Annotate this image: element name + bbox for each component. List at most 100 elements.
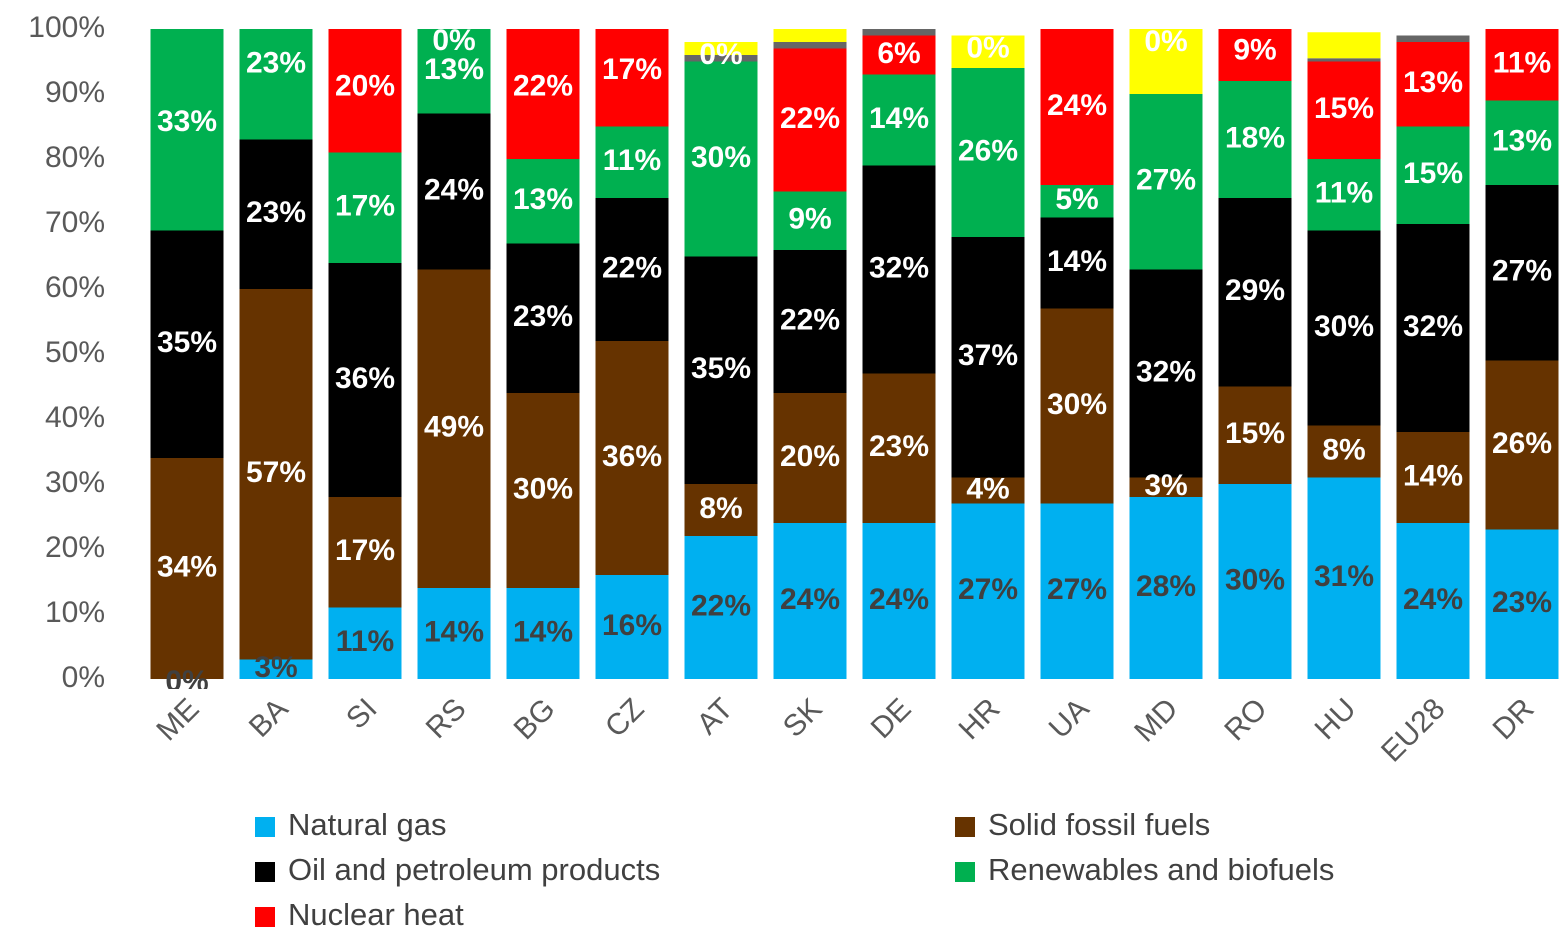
data-label: 20% — [335, 69, 395, 102]
bar-segment — [1307, 425, 1381, 478]
data-label: 22% — [513, 69, 573, 102]
x-tick-label: BA — [243, 692, 295, 744]
bar-segment — [328, 263, 402, 497]
bar-segment — [506, 393, 580, 588]
data-label: 27% — [1136, 164, 1196, 197]
bar-segment — [239, 659, 313, 679]
bar-segment — [1307, 230, 1381, 426]
data-label: 32% — [869, 251, 929, 284]
bar-segment — [417, 588, 491, 679]
bar-segment — [1396, 432, 1470, 523]
bar-segment — [239, 289, 313, 660]
data-label: 14% — [513, 615, 573, 648]
data-label: 6% — [877, 37, 920, 70]
data-label: 29% — [1225, 274, 1285, 307]
bar-segment — [596, 10, 669, 17]
data-label: 23% — [869, 430, 929, 463]
bar-segment — [862, 523, 936, 679]
bar-segment — [239, 29, 313, 140]
bar-segment — [328, 152, 402, 263]
data-label: 14% — [1047, 245, 1107, 278]
data-label: 14% — [869, 102, 929, 135]
bar-segment — [773, 250, 847, 393]
bar-segment — [951, 68, 1025, 237]
data-label: 13% — [1492, 125, 1552, 158]
bar-segment — [328, 497, 402, 608]
bar-segment — [862, 373, 936, 523]
bar-segment — [862, 165, 936, 374]
data-label: 27% — [1047, 573, 1107, 606]
data-label: 24% — [1403, 583, 1463, 616]
data-label: 27% — [958, 573, 1018, 606]
bar-segment — [1218, 198, 1292, 387]
data-label: 57% — [246, 456, 306, 489]
data-label: 49% — [424, 411, 484, 444]
y-tick-label: 0% — [62, 661, 105, 694]
bar-segment — [1129, 269, 1203, 478]
bar-segment — [773, 29, 847, 42]
bar-segment — [684, 55, 758, 62]
bar-segment — [506, 159, 580, 244]
bar-segment — [862, 29, 936, 36]
bar-segment — [1307, 58, 1381, 62]
data-label: 13% — [513, 183, 573, 216]
bar-segment — [684, 256, 758, 484]
bar-segment — [1307, 61, 1381, 159]
data-label: 36% — [335, 362, 395, 395]
x-tick-label: RO — [1218, 692, 1273, 747]
bar-segment — [684, 484, 758, 536]
bar-segment — [1486, 23, 1559, 30]
legend-label: Renewables and biofuels — [988, 852, 1334, 887]
bar-segment — [595, 198, 669, 341]
data-label: 24% — [780, 583, 840, 616]
bar-segment — [1307, 477, 1381, 679]
y-tick-label: 30% — [45, 466, 105, 499]
data-label: 15% — [1403, 157, 1463, 190]
data-label: 5% — [1055, 183, 1098, 216]
data-label: 0% — [699, 38, 742, 71]
bar-segment — [150, 458, 224, 679]
bar-segment — [1129, 477, 1203, 497]
bar-segment — [1485, 185, 1559, 361]
data-label: 24% — [869, 583, 929, 616]
bar-segment — [1218, 29, 1292, 81]
bar-segment — [1485, 100, 1559, 185]
legend-swatch — [255, 862, 275, 882]
x-tick-label: HU — [1309, 692, 1363, 746]
y-tick-label: 100% — [28, 11, 105, 44]
data-label: 22% — [691, 589, 751, 622]
legend-swatch — [955, 862, 975, 882]
data-label: 22% — [780, 102, 840, 135]
y-tick-label: 90% — [45, 76, 105, 109]
bar-segment — [951, 477, 1025, 504]
legend-label: Oil and petroleum products — [288, 852, 660, 887]
data-label: 8% — [699, 492, 742, 525]
y-tick-label: 70% — [45, 206, 105, 239]
data-label: 18% — [1225, 121, 1285, 154]
bar-segment — [1040, 185, 1114, 218]
data-label: 17% — [335, 534, 395, 567]
bar-segment — [862, 74, 936, 166]
x-tick-label: ME — [150, 692, 205, 747]
bar-segment — [150, 29, 224, 231]
bar-segment — [328, 29, 402, 153]
bar-segment — [1485, 529, 1559, 679]
legend-label: Solid fossil fuels — [988, 807, 1210, 842]
data-label: 4% — [966, 472, 1009, 505]
bar-segment — [862, 35, 936, 75]
x-tick-label: DR — [1487, 692, 1541, 746]
data-label: 20% — [780, 440, 840, 473]
bar-segment — [1396, 35, 1470, 42]
bar-segment — [1218, 81, 1292, 198]
legend-swatch — [255, 817, 275, 837]
bar-segment — [773, 191, 847, 250]
bar-segment — [595, 29, 669, 127]
data-label: 23% — [246, 196, 306, 229]
x-tick-label: AT — [691, 692, 740, 741]
x-tick-label: SI — [340, 692, 383, 735]
bar-segment — [773, 523, 847, 679]
x-tick-label: MD — [1128, 692, 1184, 748]
bar-segment — [1040, 29, 1114, 185]
data-label: 24% — [424, 173, 484, 206]
x-tick-label: CZ — [599, 692, 651, 744]
